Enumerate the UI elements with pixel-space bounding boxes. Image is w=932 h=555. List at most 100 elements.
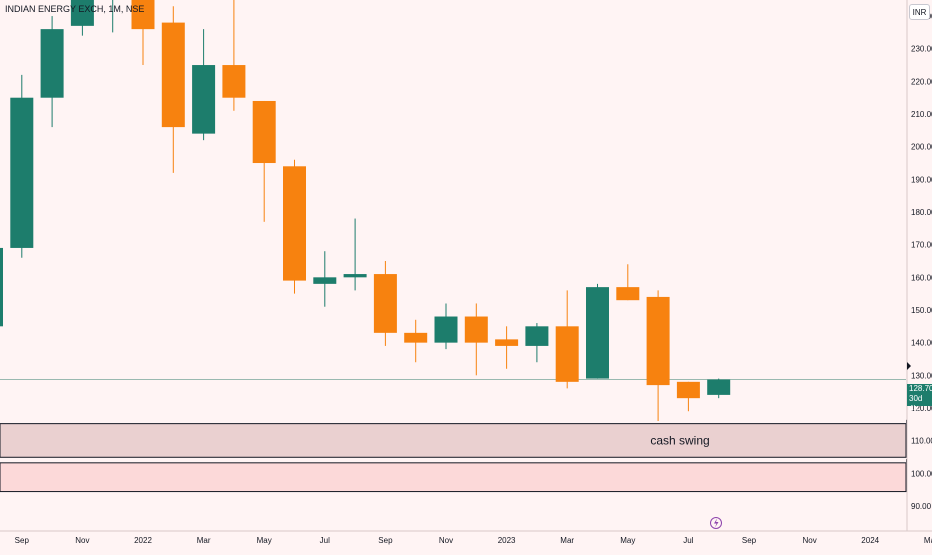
candle-body	[525, 326, 549, 346]
lightning-icon-ring	[710, 517, 722, 529]
price-tick-label: 100.00	[911, 469, 932, 478]
candle	[646, 290, 670, 422]
candle-body	[313, 277, 337, 284]
candles-layer	[0, 0, 731, 422]
time-axis: Sep Nov 2022 Mar May Jul Sep Nov 2023 Mar May Jul Se…	[0, 530, 932, 550]
candle	[313, 251, 337, 307]
candle	[192, 29, 216, 141]
candle-body	[222, 65, 246, 98]
price-tick-label: 130.00	[911, 371, 932, 380]
candle-body	[373, 274, 397, 333]
candle	[70, 0, 94, 36]
candle	[252, 100, 276, 222]
time-tick-label: Nov	[802, 536, 816, 545]
time-tick-label: 2023	[498, 536, 516, 545]
zones-layer: cash swing	[0, 419, 911, 493]
candle-body	[616, 287, 640, 301]
candle	[434, 303, 458, 350]
candle	[343, 218, 367, 291]
candle-body	[192, 65, 216, 134]
candle	[40, 16, 64, 128]
candle-body	[676, 381, 700, 399]
candle	[495, 326, 519, 369]
candle-body	[343, 274, 367, 278]
candle	[222, 0, 246, 111]
candle-body	[707, 379, 731, 395]
price-tick-label: 210.00	[911, 110, 932, 119]
candle	[464, 303, 488, 376]
candle	[112, 0, 114, 33]
candle-body	[252, 100, 276, 164]
candle-body	[0, 247, 3, 327]
time-tick-label: 2022	[134, 536, 152, 545]
lightning-icon-bolt	[714, 518, 719, 528]
price-scale-arrow-icon	[907, 362, 911, 370]
time-tick-label: Mar	[197, 536, 211, 545]
candle-body	[646, 296, 670, 386]
price-tick-label: 90.00	[911, 502, 932, 511]
candle	[586, 283, 609, 379]
price-tick-label: 180.00	[911, 208, 932, 217]
candle	[283, 159, 306, 294]
time-tick-label: May	[620, 536, 635, 545]
candle-body	[586, 287, 609, 379]
price-axis: 240.00230.00220.00210.00200.00190.00180.…	[906, 0, 932, 550]
time-tick-label: Mar	[924, 536, 932, 545]
candle-body	[434, 316, 458, 343]
candle	[555, 290, 579, 389]
candle	[161, 6, 185, 173]
candle	[525, 323, 549, 363]
price-tick-label: 230.00	[911, 45, 932, 54]
zone-label: cash swing	[650, 433, 709, 447]
time-tick-label: Jul	[683, 536, 693, 545]
price-tick-label: 170.00	[911, 241, 932, 250]
lightning-icon[interactable]	[710, 517, 722, 529]
candle-body	[464, 316, 488, 343]
time-tick-label: Jul	[320, 536, 330, 545]
candle-body	[283, 166, 306, 281]
price-tick-label: 190.00	[911, 175, 932, 184]
time-tick-label: Nov	[75, 536, 89, 545]
candle-body	[10, 97, 34, 248]
candle-body	[70, 0, 94, 26]
candle	[131, 0, 155, 66]
currency-badge[interactable]: INR	[909, 4, 930, 20]
time-tick-label: Mar	[560, 536, 574, 545]
zone-box	[0, 462, 907, 493]
candle-body	[40, 29, 64, 98]
candle-body	[131, 0, 155, 30]
candle	[373, 261, 397, 346]
last-price-tag: 128.70 30d 4h	[907, 384, 932, 413]
bar-countdown: 30d 4h	[909, 394, 923, 413]
time-axis-background	[0, 531, 932, 550]
candle	[707, 378, 731, 399]
candle-body	[555, 326, 579, 382]
last-price-value: 128.70	[909, 384, 932, 393]
candle-body	[161, 22, 185, 128]
price-tick-label: 200.00	[911, 143, 932, 152]
price-tick-label: 140.00	[911, 339, 932, 348]
price-tick-label: 220.00	[911, 77, 932, 86]
price-tick-label: 110.00	[911, 437, 932, 446]
candle-body	[404, 332, 428, 343]
price-axis-background	[907, 0, 932, 550]
price-tick-label: 150.00	[911, 306, 932, 315]
candle	[676, 381, 700, 412]
time-tick-label: May	[257, 536, 272, 545]
time-tick-label: Sep	[378, 536, 393, 545]
candle	[404, 319, 428, 363]
zone-box	[0, 423, 907, 458]
time-tick-label: Sep	[15, 536, 30, 545]
time-tick-label: 2024	[861, 536, 879, 545]
candle	[10, 74, 34, 258]
symbol-title[interactable]: INDIAN ENERGY EXCH, 1M, NSE	[5, 4, 145, 14]
marker-layer	[710, 517, 722, 529]
time-tick-label: Sep	[742, 536, 757, 545]
candle	[616, 264, 640, 301]
time-tick-label: Nov	[439, 536, 453, 545]
price-tick-label: 120.00	[911, 404, 932, 413]
candle-body	[495, 339, 519, 346]
candle	[0, 247, 3, 327]
